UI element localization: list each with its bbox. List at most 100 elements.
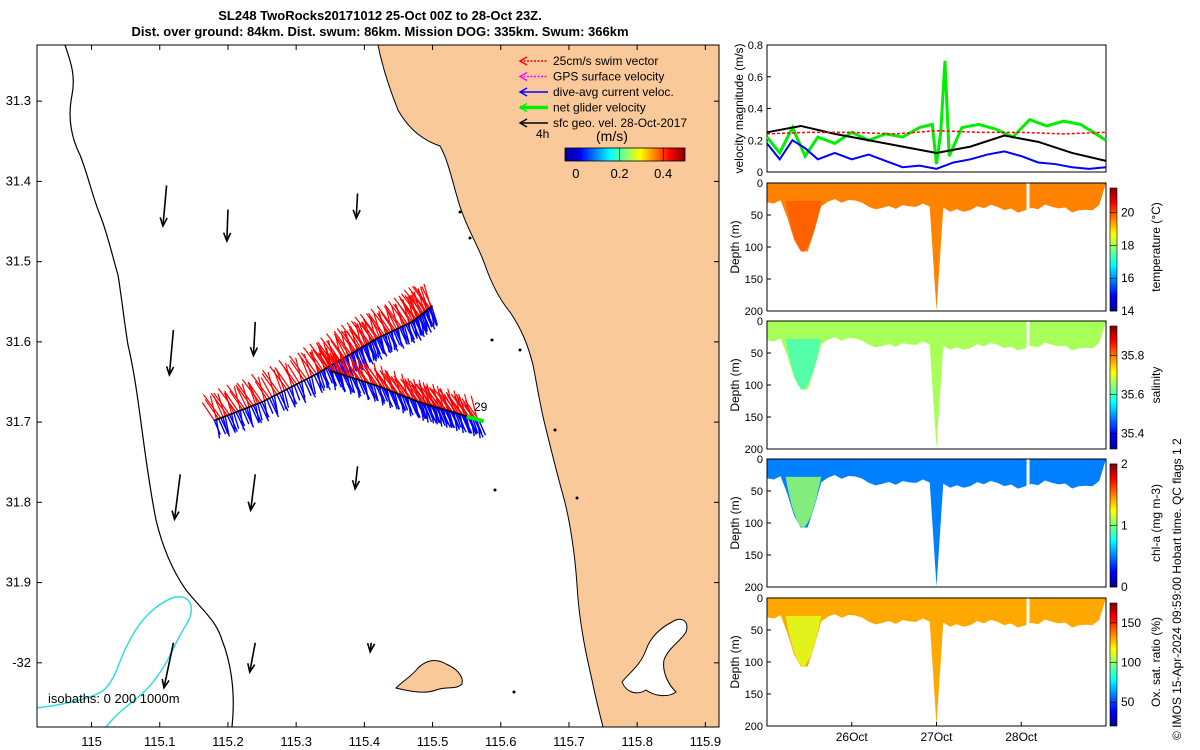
glider-track-dive-vector bbox=[325, 368, 334, 384]
glider-track-swim-vector bbox=[267, 371, 276, 396]
glider-track-dive-vector bbox=[257, 403, 263, 421]
velocity-y-tick-label: 0.6 bbox=[748, 72, 763, 84]
glider-track-swim-vector bbox=[326, 333, 346, 358]
glider-track-return-dive-vector bbox=[471, 417, 479, 434]
glider-track-dive-vector bbox=[371, 341, 378, 358]
glider-track-return-dive-vector bbox=[395, 392, 406, 412]
geo-vector-head bbox=[247, 663, 256, 675]
glider-track-swim-vector bbox=[411, 294, 424, 314]
legend-label: GPS surface velocity bbox=[553, 70, 664, 84]
glider-track-dive-vector bbox=[416, 318, 422, 336]
glider-track-swim-vector bbox=[403, 289, 423, 315]
glider-track-swim-vector bbox=[297, 352, 315, 376]
legend-label: 25cm/s swim vector bbox=[553, 54, 658, 68]
glider-track-return-swim-vector bbox=[409, 380, 429, 405]
glider-track-return-dive-vector bbox=[372, 384, 379, 402]
glider-track-swim-vector bbox=[287, 364, 300, 384]
geo-vector-arrow bbox=[162, 185, 168, 227]
glider-track-return-swim-vector bbox=[418, 383, 437, 408]
glider-track-return-dive-vector bbox=[357, 379, 366, 395]
glider-track-return-dive-vector bbox=[459, 414, 464, 434]
map-x-tick-label: 115.9 bbox=[690, 734, 722, 749]
land-mainland bbox=[377, 45, 719, 727]
geo-vector-arrow bbox=[355, 193, 359, 219]
glider-track-swim-vector bbox=[247, 381, 257, 405]
glider-track-line bbox=[214, 305, 434, 422]
chlorophyll-colorbar-tick-label: 0 bbox=[1121, 580, 1128, 594]
glider-track-return-swim-vector bbox=[403, 380, 420, 403]
glider-track-return-swim-vector bbox=[433, 387, 452, 412]
map-x-axis: 115 115.1 115.2 115.3 115.4 115.5 115.6 115.7 11… bbox=[81, 45, 721, 749]
geo-vector-head bbox=[171, 510, 180, 522]
glider-track-dive-vector bbox=[416, 317, 423, 335]
glider-track-swim-vector bbox=[353, 321, 370, 344]
glider-track-dive-vector bbox=[323, 369, 329, 389]
oxygen-section-fill bbox=[767, 598, 1106, 726]
glider-track-dive-vector bbox=[286, 388, 297, 408]
glider-track-dive-vector bbox=[369, 342, 375, 361]
coast-dots bbox=[458, 210, 579, 694]
legend-label: net glider velocity bbox=[553, 101, 646, 115]
glider-track-return-dive-vector bbox=[454, 412, 462, 428]
glider-track-swim-vector bbox=[202, 394, 222, 419]
glider-track-swim-vector bbox=[384, 304, 402, 328]
glider-track-dive-vector bbox=[230, 413, 236, 433]
map-x-tick-label: 115.1 bbox=[144, 734, 176, 749]
glider-track-swim-vector bbox=[336, 328, 355, 353]
glider-track-swim-vector bbox=[257, 376, 266, 401]
glider-track-swim-vector bbox=[361, 321, 375, 341]
glider-track-return-dive-vector bbox=[407, 397, 412, 417]
glider-track-swim-vector bbox=[401, 293, 420, 318]
chlorophyll-colorbar-label: chl-a (mg m-3) bbox=[1149, 484, 1163, 562]
velocity-series-swim_vector bbox=[766, 129, 1107, 135]
glider-track-swim-vector bbox=[411, 285, 430, 310]
time-x-tick-label: 27Oct bbox=[920, 730, 953, 744]
glider-track-dive-vector bbox=[413, 320, 418, 340]
temperature-y-tick-label: 100 bbox=[745, 242, 763, 254]
geo-vector-head bbox=[352, 209, 361, 221]
geo-vector-arrow bbox=[226, 209, 229, 242]
glider-track-return-swim-vector bbox=[379, 369, 398, 394]
glider-track-return-dive-vector bbox=[465, 416, 471, 434]
glider-track-dive-vector bbox=[366, 344, 372, 362]
velocity-y-tick-label: 0.8 bbox=[748, 40, 763, 52]
colorbar-ticks: 0 0.2 0.4 bbox=[572, 148, 672, 181]
glider-track-dive-vector bbox=[402, 326, 408, 345]
glider-track-return-dive-vector bbox=[346, 376, 352, 395]
glider-track-swim-vector bbox=[300, 352, 318, 375]
chlorophyll-deep-feature bbox=[785, 476, 822, 528]
temperature-y-tick-label: 0 bbox=[757, 178, 763, 190]
glider-track-dive-vector bbox=[283, 390, 290, 408]
legend-swatch-head bbox=[518, 102, 528, 113]
glider-track-return-dive-vector bbox=[476, 419, 481, 439]
glider-track-return-dive-vector bbox=[478, 419, 487, 436]
glider-track-dive-vector bbox=[222, 416, 229, 434]
map-x-tick-label: 115.6 bbox=[485, 734, 517, 749]
glider-track-dive-vector bbox=[263, 400, 269, 420]
glider-track-swim-vector bbox=[383, 305, 401, 328]
velocity-y-tick-label: 0 bbox=[757, 167, 763, 179]
map-y-tick-label: 31.7 bbox=[6, 414, 31, 429]
salinity-colorbar-tick-label: 35.4 bbox=[1121, 426, 1145, 440]
legend-swatch-head bbox=[518, 71, 528, 82]
map-y-tick-label: 31.3 bbox=[6, 93, 31, 108]
glider-track-return-dive-vector bbox=[420, 402, 428, 419]
temperature-y-label: Depth (m) bbox=[728, 220, 742, 273]
glider-track-swim-vector bbox=[261, 373, 278, 395]
map-x-tick-label: 115.5 bbox=[417, 734, 449, 749]
glider-track-dive-vector bbox=[364, 344, 371, 363]
glider-track-return-dive-vector bbox=[338, 373, 345, 391]
glider-track-swim-vector bbox=[367, 312, 385, 336]
glider-track-return-swim-vector bbox=[320, 352, 336, 373]
geo-velocity-vectors bbox=[159, 185, 376, 690]
glider-track-return-dive-vector bbox=[414, 400, 420, 419]
temperature-colorbar-tick-label: 16 bbox=[1121, 271, 1135, 285]
geo-vector-head bbox=[249, 346, 259, 358]
glider-track-dive-vector bbox=[273, 395, 279, 415]
glider-track-return-line bbox=[330, 369, 481, 422]
glider-track-swim-vector bbox=[229, 390, 244, 410]
glider-track-dive-vector bbox=[430, 307, 435, 326]
glider-track-return-dive-vector bbox=[381, 387, 389, 402]
salinity-colorbar-label: salinity bbox=[1149, 367, 1163, 404]
